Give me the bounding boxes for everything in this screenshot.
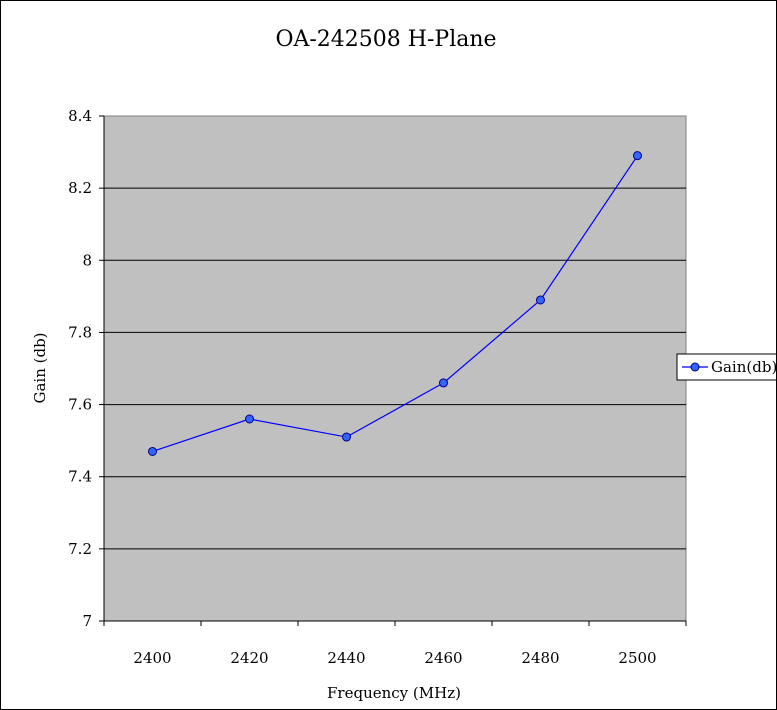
- x-tick-label: 2420: [230, 649, 268, 667]
- legend-marker-sample: [690, 362, 700, 372]
- plot-area: [103, 115, 687, 622]
- data-point: [342, 432, 351, 442]
- x-tick-labels: 2400 2420 2440 2460 2480 2500: [103, 621, 687, 667]
- x-tick-label: 2460: [424, 649, 462, 667]
- data-point: [245, 414, 254, 424]
- y-tick-labels: 8.4 8.2 8 7.8 7.6 7.4 7.2 7: [68, 107, 104, 630]
- x-tick-label: 2500: [618, 649, 656, 667]
- series-layer: [148, 151, 642, 456]
- chart-title: OA-242508 H-Plane: [275, 27, 496, 52]
- y-tick-label: 7.6: [68, 396, 92, 414]
- legend-label: Gain(db): [711, 358, 777, 376]
- y-tick-label: 7.4: [68, 468, 92, 486]
- data-point: [439, 378, 448, 388]
- x-tick-label: 2440: [327, 649, 365, 667]
- x-axis-label: Frequency (MHz): [327, 684, 461, 702]
- y-tick-label: 8.4: [68, 107, 92, 125]
- x-tick-label: 2400: [133, 649, 171, 667]
- y-tick-label: 7.8: [68, 323, 92, 341]
- data-point: [148, 446, 157, 456]
- y-tick-label: 7: [82, 612, 92, 630]
- data-point: [633, 151, 642, 161]
- y-axis-label: Gain (db): [31, 332, 49, 403]
- y-tick-label: 7.2: [68, 540, 92, 558]
- data-point: [536, 295, 545, 305]
- legend-box: [676, 353, 776, 381]
- y-tick-label: 8: [82, 251, 92, 269]
- y-tick-label: 8.2: [68, 179, 92, 197]
- grid-lines: [104, 187, 686, 550]
- x-tick-label: 2480: [521, 649, 559, 667]
- series-line: [152, 155, 638, 453]
- legend: Gain(db): [676, 353, 777, 381]
